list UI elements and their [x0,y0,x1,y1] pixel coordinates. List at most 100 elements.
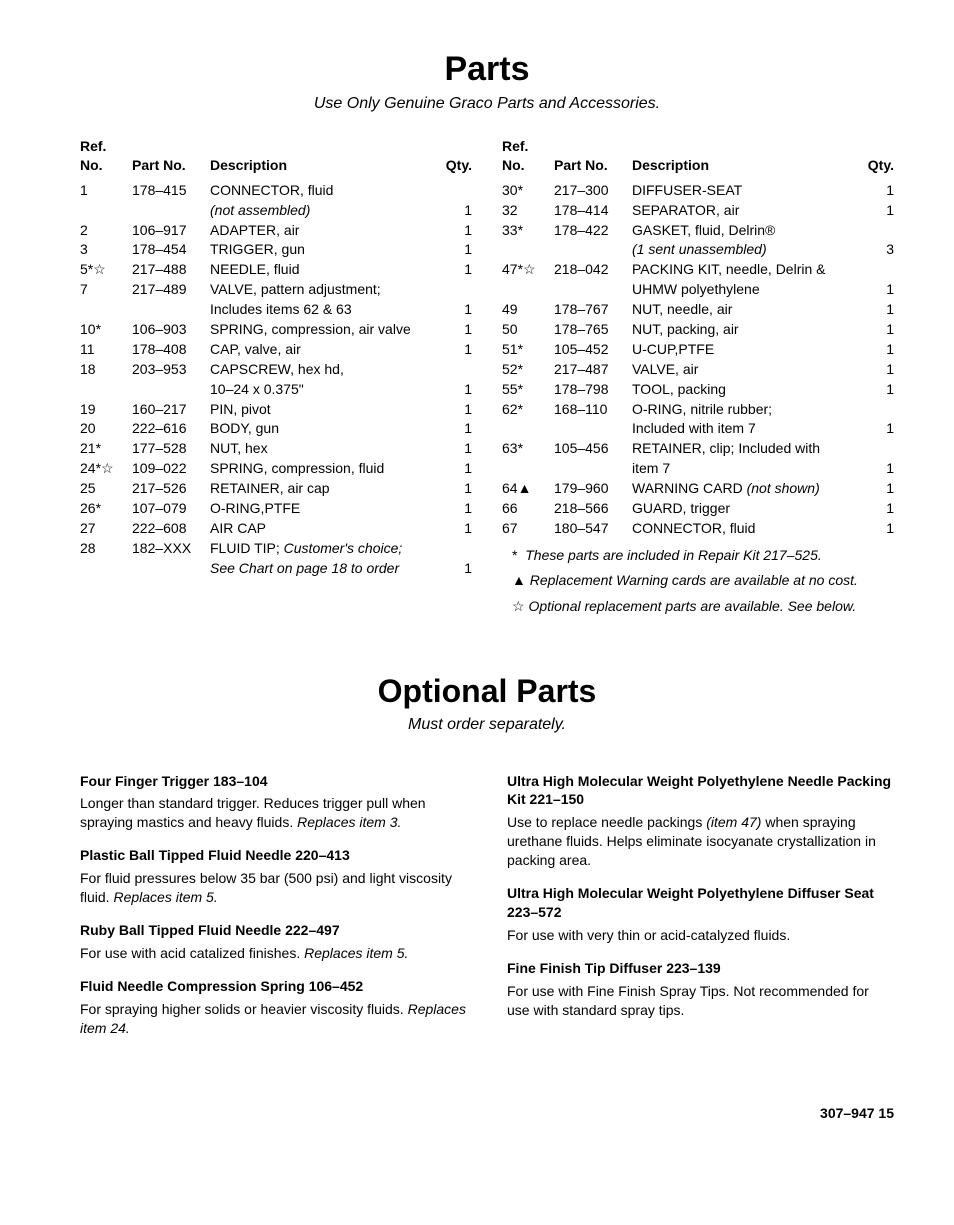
part-no: 218–566 [554,499,632,518]
qty: 1 [854,300,894,319]
ref-no: 50 [502,320,554,339]
table-row: UHMW polyethylene1 [502,280,894,299]
description: NUT, hex [210,439,432,458]
ref-no: 51* [502,340,554,359]
parts-header-right: Ref. No. Part No. Description Qty. [502,137,894,175]
table-row: item 71 [502,459,894,478]
qty [432,181,472,200]
part-no: 179–960 [554,479,632,498]
ref-no: 63* [502,439,554,458]
part-no: 178–765 [554,320,632,339]
qty: 3 [854,240,894,259]
hdr-ref1: Ref. [80,137,132,156]
table-row: 30*217–300DIFFUSER-SEAT1 [502,181,894,200]
table-row: 64▲179–960WARNING CARD (not shown)1 [502,479,894,498]
ref-no [502,240,554,259]
part-no: 178–415 [132,181,210,200]
qty: 1 [854,320,894,339]
table-row: 52*217–487VALVE, air1 [502,360,894,379]
optional-body: For fluid pressures below 35 bar (500 ps… [80,869,467,907]
optional-subtitle: Must order separately. [80,716,894,734]
ref-no: 66 [502,499,554,518]
hdr-ref2-r: No. [502,156,554,175]
table-row: Included with item 71 [502,419,894,438]
part-no: 178–454 [132,240,210,259]
qty: 1 [854,201,894,220]
ref-no [502,419,554,438]
part-no [132,559,210,578]
description: AIR CAP [210,519,432,538]
table-row: 47*☆218–042PACKING KIT, needle, Delrin & [502,260,894,279]
qty: 1 [432,400,472,419]
description: U-CUP,PTFE [632,340,854,359]
description: O-RING, nitrile rubber; [632,400,854,419]
optional-heading: Fine Finish Tip Diffuser 223–139 [507,959,894,978]
part-no: 217–489 [132,280,210,299]
qty [854,400,894,419]
qty: 1 [854,419,894,438]
table-row: See Chart on page 18 to order1 [80,559,472,578]
optional-section: Four Finger Trigger 183–104Longer than s… [80,758,894,1046]
ref-no: 64▲ [502,479,554,498]
description: PACKING KIT, needle, Delrin & [632,260,854,279]
description: (not assembled) [210,201,432,220]
table-row: 21*177–528NUT, hex1 [80,439,472,458]
qty: 1 [432,340,472,359]
table-row: 67180–547CONNECTOR, fluid1 [502,519,894,538]
qty [854,439,894,458]
qty: 1 [432,320,472,339]
ref-no: 1 [80,181,132,200]
ref-no [80,201,132,220]
table-row: (1 sent unassembled)3 [502,240,894,259]
description: CONNECTOR, fluid [210,181,432,200]
ref-no: 27 [80,519,132,538]
description: See Chart on page 18 to order [210,559,432,578]
hdr-ref2: No. [80,156,132,175]
description: (1 sent unassembled) [632,240,854,259]
table-row: 66218–566GUARD, trigger1 [502,499,894,518]
table-row: 10*106–903SPRING, compression, air valve… [80,320,472,339]
table-row: 11178–408CAP, valve, air1 [80,340,472,359]
description: VALVE, air [632,360,854,379]
table-row: 55*178–798TOOL, packing1 [502,380,894,399]
description: FLUID TIP; Customer's choice; [210,539,432,558]
part-no: 217–300 [554,181,632,200]
table-row: 1178–415CONNECTOR, fluid [80,181,472,200]
description: RETAINER, clip; Included with [632,439,854,458]
optional-heading: Fluid Needle Compression Spring 106–452 [80,977,467,996]
ref-no: 19 [80,400,132,419]
ref-no [502,280,554,299]
part-no: 177–528 [132,439,210,458]
part-no: 178–767 [554,300,632,319]
table-row: 25217–526RETAINER, air cap1 [80,479,472,498]
optional-heading: Plastic Ball Tipped Fluid Needle 220–413 [80,846,467,865]
parts-notes: * These parts are included in Repair Kit… [502,546,894,617]
qty: 1 [854,181,894,200]
part-no: 160–217 [132,400,210,419]
part-no [554,240,632,259]
ref-no: 18 [80,360,132,379]
table-row: 7217–489VALVE, pattern adjustment; [80,280,472,299]
optional-body: Longer than standard trigger. Reduces tr… [80,794,467,832]
optional-heading: Ultra High Molecular Weight Polyethylene… [507,884,894,922]
table-row: 50178–765NUT, packing, air1 [502,320,894,339]
description: NEEDLE, fluid [210,260,432,279]
description: BODY, gun [210,419,432,438]
description: NUT, needle, air [632,300,854,319]
table-row: 10–24 x 0.375"1 [80,380,472,399]
description: DIFFUSER-SEAT [632,181,854,200]
table-row: 24*☆109–022SPRING, compression, fluid1 [80,459,472,478]
part-no [132,380,210,399]
qty: 1 [854,380,894,399]
qty: 1 [854,519,894,538]
table-row: 62*168–110O-RING, nitrile rubber; [502,400,894,419]
part-no: 105–452 [554,340,632,359]
qty: 1 [432,240,472,259]
qty: 1 [854,459,894,478]
hdr-part-r: Part No. [554,156,632,175]
qty: 1 [432,221,472,240]
qty: 1 [432,260,472,279]
table-row: 19160–217PIN, pivot1 [80,400,472,419]
qty: 1 [432,459,472,478]
part-no: 168–110 [554,400,632,419]
